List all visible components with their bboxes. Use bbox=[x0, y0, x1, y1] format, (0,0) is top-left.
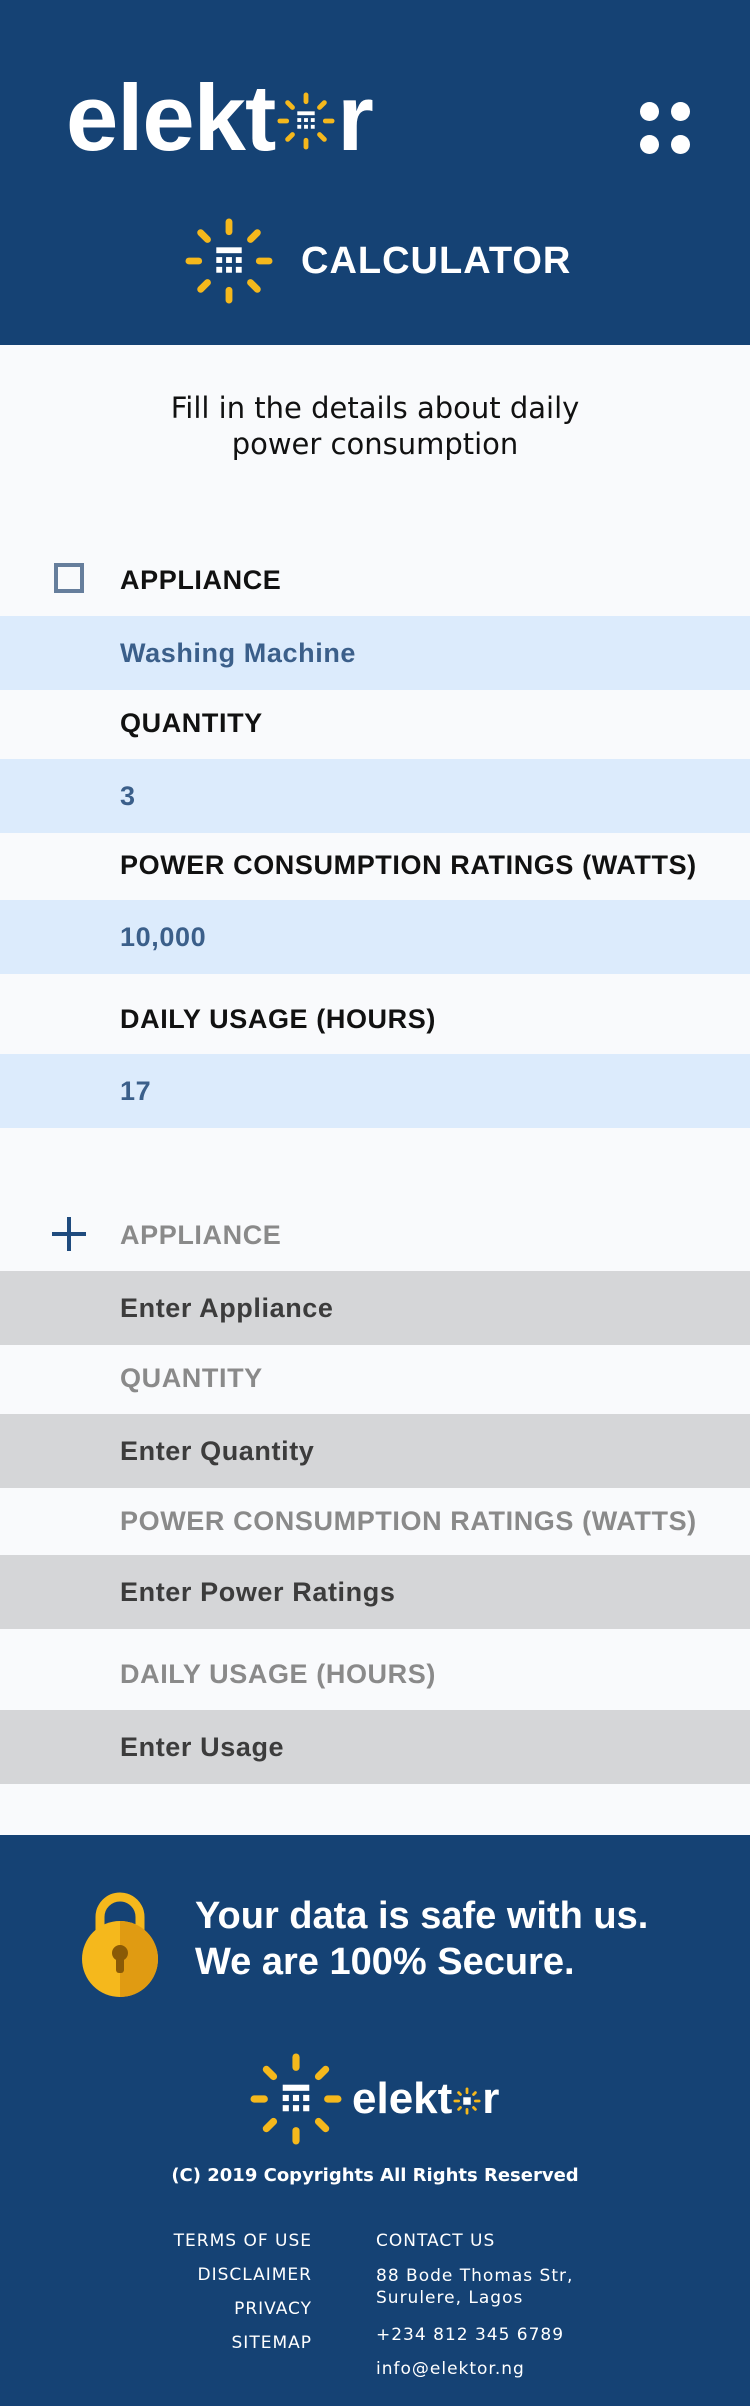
quantity-field[interactable]: 3 bbox=[0, 759, 750, 833]
address-line-2: Surulere, Lagos bbox=[376, 2288, 524, 2308]
intro-text: Fill in the details about daily power co… bbox=[120, 390, 630, 462]
new-appliance-label: APPLIANCE bbox=[120, 1220, 282, 1250]
page-title: CALCULATOR bbox=[301, 239, 572, 282]
daily-usage-field[interactable]: 17 bbox=[0, 1054, 750, 1128]
appliance-label: APPLIANCE bbox=[120, 565, 282, 595]
security-message: Your data is safe with us. We are 100% S… bbox=[195, 1893, 648, 1985]
footer-logo-text-left: elekt bbox=[352, 2074, 453, 2123]
phone-link[interactable]: +234 812 345 6789 bbox=[376, 2325, 565, 2345]
new-appliance-input[interactable]: Enter Appliance bbox=[0, 1271, 750, 1345]
site-footer: Your data is safe with us. We are 100% S… bbox=[0, 1835, 750, 2406]
address-line-1: 88 Bode Thomas Str, bbox=[376, 2266, 574, 2286]
footer-links: TERMS OF USE DISCLAIMER PRIVACY SITEMAP bbox=[100, 2231, 312, 2367]
calculator-sun-icon bbox=[277, 92, 335, 150]
footer-logo-text-right: r bbox=[482, 2074, 500, 2123]
email-link[interactable]: info@elektor.ng bbox=[376, 2359, 525, 2379]
menu-grid-button[interactable] bbox=[640, 102, 690, 154]
new-quantity-label: QUANTITY bbox=[120, 1363, 263, 1393]
contact-us-link[interactable]: CONTACT US bbox=[376, 2231, 496, 2251]
intro-line-2: power consumption bbox=[231, 427, 519, 461]
logo-text-right: r bbox=[337, 65, 374, 170]
calculator-sun-icon bbox=[250, 2053, 342, 2145]
address: 88 Bode Thomas Str, Surulere, Lagos bbox=[376, 2265, 716, 2325]
new-power-rating-input[interactable]: Enter Power Ratings bbox=[0, 1555, 750, 1629]
copyright-text: (C) 2019 Copyrights All Rights Reserved bbox=[171, 2165, 579, 2186]
new-daily-usage-input[interactable]: Enter Usage bbox=[0, 1710, 750, 1784]
calculator-heading: CALCULATOR bbox=[185, 218, 571, 304]
new-power-rating-label: POWER CONSUMPTION RATINGS (WATTS) bbox=[120, 1506, 697, 1536]
terms-of-use-link[interactable]: TERMS OF USE bbox=[173, 2231, 312, 2251]
quantity-label: QUANTITY bbox=[120, 708, 263, 738]
contact-block: CONTACT US 88 Bode Thomas Str, Surulere,… bbox=[376, 2231, 716, 2379]
disclaimer-link[interactable]: DISCLAIMER bbox=[197, 2265, 312, 2285]
daily-usage-label: DAILY USAGE (HOURS) bbox=[120, 1004, 436, 1034]
power-rating-field[interactable]: 10,000 bbox=[0, 900, 750, 974]
privacy-link[interactable]: PRIVACY bbox=[234, 2299, 312, 2319]
footer-logo[interactable]: elekt r bbox=[250, 2053, 499, 2145]
security-line-2: We are 100% Secure. bbox=[195, 1941, 575, 1983]
site-header: elekt r bbox=[0, 0, 750, 345]
appliance-select-checkbox[interactable] bbox=[54, 563, 84, 593]
small-sun-icon bbox=[453, 2087, 481, 2115]
new-daily-usage-label: DAILY USAGE (HOURS) bbox=[120, 1659, 436, 1689]
intro-line-1: Fill in the details about daily bbox=[170, 391, 580, 425]
add-appliance-plus-icon[interactable] bbox=[52, 1217, 86, 1251]
security-line-1: Your data is safe with us. bbox=[195, 1895, 649, 1937]
lock-icon bbox=[82, 1892, 158, 1997]
appliance-field[interactable]: Washing Machine bbox=[0, 616, 750, 690]
calculator-sun-icon bbox=[185, 218, 273, 304]
new-quantity-input[interactable]: Enter Quantity bbox=[0, 1414, 750, 1488]
sitemap-link[interactable]: SITEMAP bbox=[231, 2333, 312, 2353]
logo-text-left: elekt bbox=[66, 65, 276, 170]
power-rating-label: POWER CONSUMPTION RATINGS (WATTS) bbox=[120, 850, 697, 880]
elektor-logo[interactable]: elekt r bbox=[66, 65, 374, 170]
